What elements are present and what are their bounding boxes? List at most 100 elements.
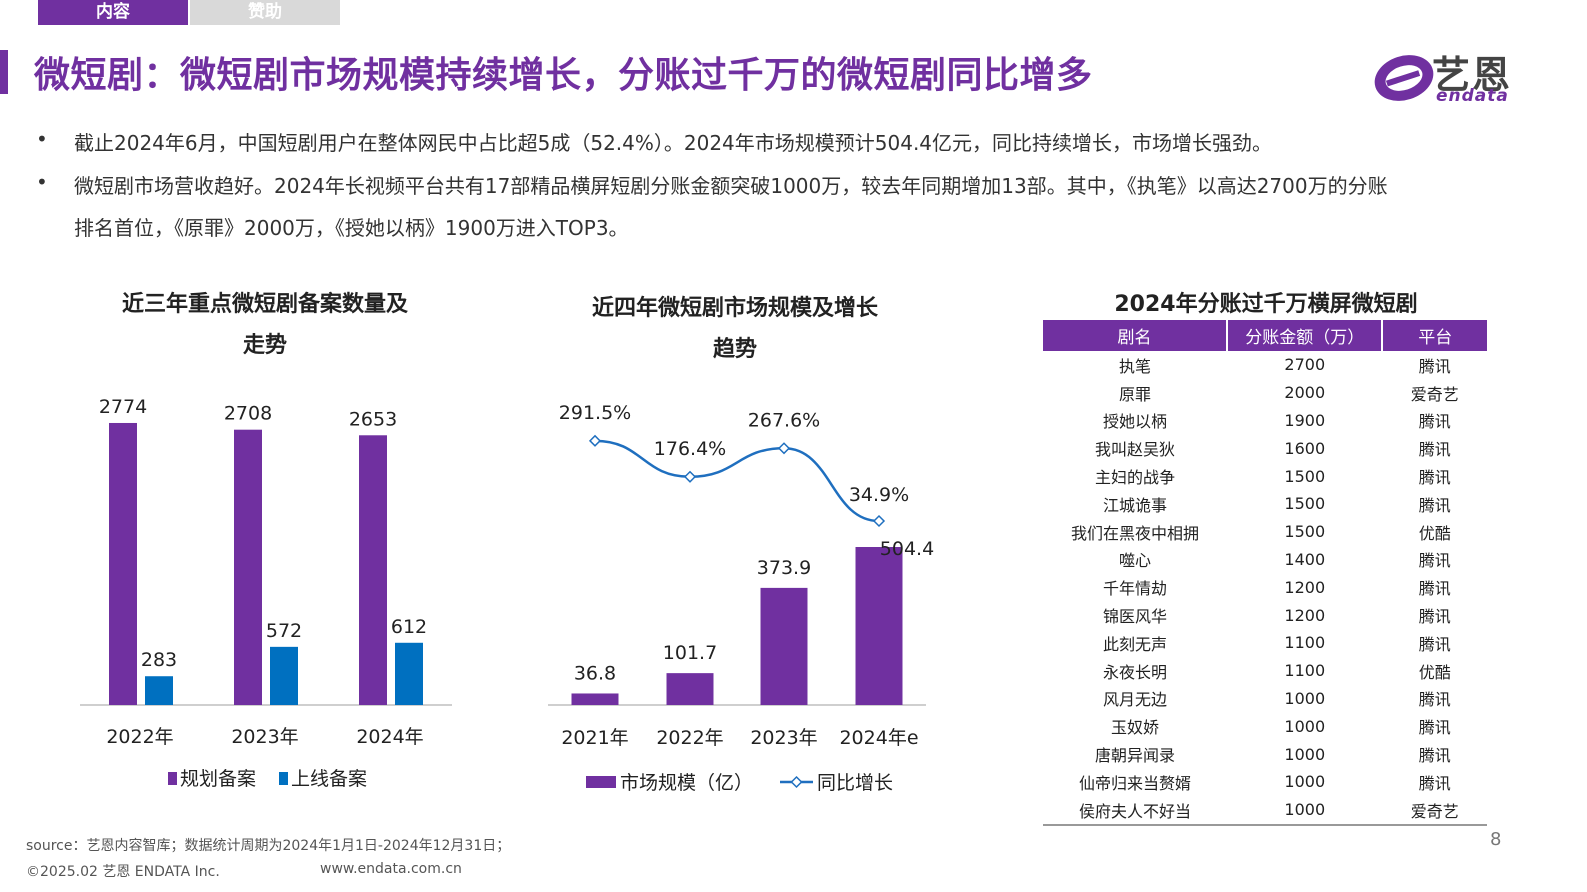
table-cell-title: 锦医风华 (1103, 607, 1168, 627)
table-cell-title: 噬心 (1119, 551, 1152, 571)
table-cell-amount: 1500 (1284, 494, 1326, 514)
table-cell-amount: 1100 (1284, 661, 1326, 681)
table-row: 玉奴娇 1000 腾讯 (1043, 712, 1487, 740)
table-cell-platform: 腾讯 (1418, 607, 1451, 627)
bullet-1-line-1: 截止2024年6月，中国短剧用户在整体网民中占比超5成（52.4%）。2024年… (74, 131, 1273, 155)
table-cell-title: 仙帝归来当赘婿 (1079, 773, 1192, 793)
table-row: 风月无边 1000 腾讯 (1043, 685, 1487, 713)
table-cell-platform: 腾讯 (1418, 773, 1451, 793)
endata-logo-mark-icon (1374, 55, 1434, 101)
table-cell-amount: 1900 (1284, 410, 1326, 430)
footer-url[interactable]: www.endata.com.cn (320, 861, 462, 877)
table-row: 永夜长明 1100 优酷 (1043, 657, 1487, 685)
chart2-legend-bar-label: 市场规模（亿） (620, 772, 753, 794)
chart1-x-tick-label: 2022年 (106, 726, 173, 748)
table-cell-title: 此刻无声 (1103, 634, 1168, 654)
table-header-platform: 平台 (1382, 320, 1487, 351)
chart2-x-tick-label: 2023年 (750, 727, 817, 749)
chart2-bar-data-label: 101.7 (663, 642, 717, 664)
chart2-growth-label: 291.5% (559, 402, 631, 424)
bullet-dot: • (36, 127, 48, 151)
table-header-name: 剧名 (1043, 320, 1229, 351)
table-cell-amount: 1000 (1284, 772, 1326, 792)
chart2-bar-data-label: 36.8 (574, 662, 616, 684)
chart2-growth-label: 267.6% (748, 409, 820, 431)
chart2-growth-marker (588, 434, 602, 447)
chart1-bar-planned (234, 429, 262, 705)
table-cell-platform: 腾讯 (1418, 690, 1451, 710)
chart2-x-tick-label: 2021年 (561, 727, 628, 749)
chart2-bar-market-size (666, 673, 714, 705)
chart2-bar-market-size (760, 587, 808, 705)
chart2-growth-label: 176.4% (654, 438, 726, 460)
chart1-bar-online (270, 646, 298, 705)
table-cell-platform: 腾讯 (1418, 746, 1451, 766)
table-row: 锦医风华 1200 腾讯 (1043, 601, 1487, 629)
table-cell-title: 我们在黑夜中相拥 (1071, 523, 1200, 543)
chart1-legend-label: 规划备案 (180, 768, 256, 790)
table-cell-platform: 优酷 (1418, 523, 1451, 543)
chart1-data-label: 2653 (349, 408, 397, 430)
table-cell-title: 唐朝异闻录 (1095, 746, 1176, 766)
chart1-data-label: 283 (141, 649, 177, 671)
table-cell-title: 我叫赵吴狄 (1095, 440, 1176, 460)
chart1-legend-label: 上线备案 (291, 768, 367, 790)
chart2-legend-bar-swatch (586, 776, 616, 788)
table-cell-platform: 腾讯 (1418, 579, 1451, 599)
page-title: 微短剧：微短剧市场规模持续增长，分账过千万的微短剧同比增多 (34, 55, 1093, 96)
table-row: 唐朝异闻录 1000 腾讯 (1043, 740, 1487, 768)
table-cell-amount: 1400 (1284, 549, 1326, 569)
table-cell-platform: 腾讯 (1418, 495, 1451, 515)
table-row: 我叫赵吴狄 1600 腾讯 (1043, 434, 1487, 462)
chart1-legend-swatch (168, 772, 177, 785)
table-cell-platform: 腾讯 (1418, 412, 1451, 432)
chart2-title-line-2: 趋势 (712, 337, 757, 362)
table-cell-title: 玉奴娇 (1111, 718, 1160, 738)
chart2-title: 近四年微短剧市场规模及增长 趋势 (560, 288, 910, 370)
chart1-bar-online (395, 642, 423, 705)
table-cell-title: 江城诡事 (1103, 495, 1168, 515)
endata-logo (1370, 46, 1530, 108)
logo-text-en: endata (1436, 86, 1509, 106)
chart2-growth-marker (872, 514, 886, 528)
table-row: 我们在黑夜中相拥 1500 优酷 (1043, 518, 1487, 546)
bullet-2-line-1: 微短剧市场营收趋好。2024年长视频平台共有17部精品横屏短剧分账金额突破100… (74, 174, 1388, 198)
table-cell-platform: 爱奇艺 (1382, 795, 1487, 826)
table-cell-amount: 1000 (1284, 688, 1326, 708)
table-cell-title: 千年情劫 (1103, 579, 1168, 599)
chart1-bar-online (145, 676, 173, 705)
table-cell-title: 永夜长明 (1103, 662, 1168, 682)
title-accent-bar (0, 50, 8, 94)
chart1-bar-planned (359, 435, 387, 705)
chart1-title-line-2: 走势 (242, 333, 287, 358)
table-cell-title: 执笔 (1119, 356, 1152, 376)
table-cell-platform: 优酷 (1418, 662, 1451, 682)
chart1-title-line-1: 近三年重点微短剧备案数量及 (121, 292, 408, 317)
footer-copyright: ©2025.02 艺恩 ENDATA Inc. (26, 864, 220, 880)
chart1-data-label: 612 (391, 616, 427, 638)
chart2-bar-market-size (855, 547, 903, 705)
chart1-bar-planned (109, 422, 137, 705)
table-header-amount: 分账金额（万） (1227, 320, 1384, 351)
table-cell-amount: 1000 (1284, 744, 1326, 764)
revenue-table: 剧名 分账金额（万） 平台 执笔 2700 腾讯 原罪 2000 爱奇艺 授她以柄 1900 腾… (1043, 320, 1487, 826)
chart2-title-line-1: 近四年微短剧市场规模及增长 (591, 296, 878, 321)
chart2-x-tick-label: 2024年e (839, 727, 918, 749)
table-row: 江城诡事 1500 腾讯 (1043, 490, 1487, 518)
table-row: 千年情劫 1200 腾讯 (1043, 573, 1487, 601)
tab-content[interactable]: 内容 (38, 0, 188, 25)
table-cell-title: 授她以柄 (1103, 412, 1168, 432)
table-row: 仙帝归来当赘婿 1000 腾讯 (1043, 768, 1487, 796)
chart2-legend-line-label: 同比增长 (817, 772, 893, 794)
tab-sponsor[interactable]: 赞助 (190, 0, 340, 25)
table-row: 噬心 1400 腾讯 (1043, 546, 1487, 574)
table-row: 此刻无声 1100 腾讯 (1043, 629, 1487, 657)
table-cell-platform: 腾讯 (1418, 356, 1451, 376)
footer-source: source：艺恩内容智库；数据统计周期为2024年1月1日-2024年12月3… (26, 838, 511, 854)
table-cell-amount: 1600 (1284, 438, 1326, 458)
chart1-data-label: 2774 (99, 396, 147, 418)
chart1-legend-swatch (279, 772, 288, 785)
bullet-dot: • (36, 170, 48, 194)
table-cell-platform: 腾讯 (1418, 440, 1451, 460)
